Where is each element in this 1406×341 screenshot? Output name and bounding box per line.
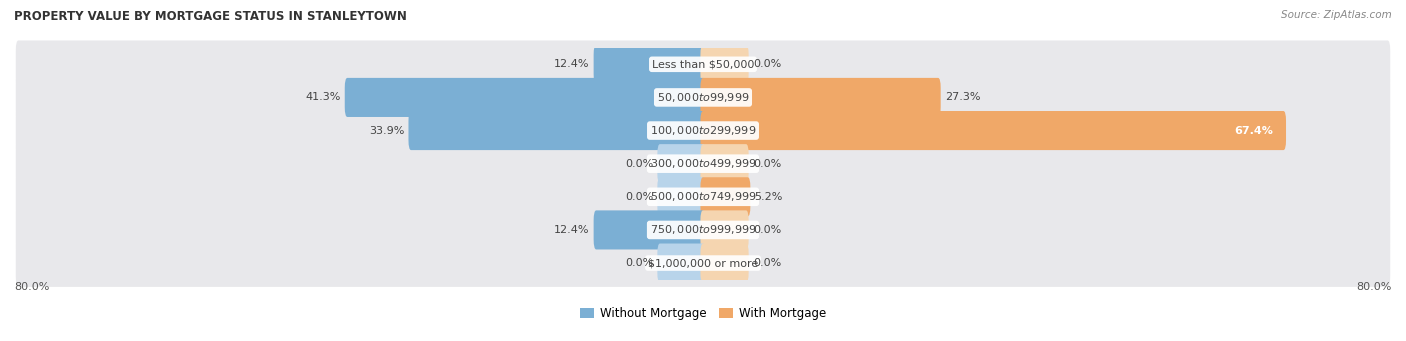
FancyBboxPatch shape bbox=[700, 177, 751, 216]
Text: Source: ZipAtlas.com: Source: ZipAtlas.com bbox=[1281, 10, 1392, 20]
FancyBboxPatch shape bbox=[700, 45, 748, 84]
Text: 12.4%: 12.4% bbox=[554, 225, 589, 235]
FancyBboxPatch shape bbox=[658, 243, 706, 283]
Text: 5.2%: 5.2% bbox=[755, 192, 783, 202]
FancyBboxPatch shape bbox=[409, 111, 706, 150]
FancyBboxPatch shape bbox=[658, 144, 706, 183]
FancyBboxPatch shape bbox=[658, 177, 706, 216]
FancyBboxPatch shape bbox=[700, 111, 1286, 150]
FancyBboxPatch shape bbox=[593, 210, 706, 250]
FancyBboxPatch shape bbox=[700, 78, 941, 117]
Text: $100,000 to $299,999: $100,000 to $299,999 bbox=[650, 124, 756, 137]
FancyBboxPatch shape bbox=[593, 45, 706, 84]
Text: 0.0%: 0.0% bbox=[754, 59, 782, 69]
FancyBboxPatch shape bbox=[700, 243, 748, 283]
FancyBboxPatch shape bbox=[700, 144, 748, 183]
Text: 0.0%: 0.0% bbox=[754, 258, 782, 268]
Text: 33.9%: 33.9% bbox=[368, 125, 404, 136]
Legend: Without Mortgage, With Mortgage: Without Mortgage, With Mortgage bbox=[575, 302, 831, 325]
FancyBboxPatch shape bbox=[15, 107, 1391, 154]
Text: $300,000 to $499,999: $300,000 to $499,999 bbox=[650, 157, 756, 170]
FancyBboxPatch shape bbox=[15, 173, 1391, 221]
FancyBboxPatch shape bbox=[15, 239, 1391, 287]
Text: 80.0%: 80.0% bbox=[1357, 282, 1392, 292]
Text: 41.3%: 41.3% bbox=[305, 92, 340, 102]
Text: 67.4%: 67.4% bbox=[1234, 125, 1272, 136]
Text: 0.0%: 0.0% bbox=[624, 192, 652, 202]
Text: 0.0%: 0.0% bbox=[754, 159, 782, 169]
Text: 12.4%: 12.4% bbox=[554, 59, 589, 69]
FancyBboxPatch shape bbox=[700, 210, 748, 250]
FancyBboxPatch shape bbox=[15, 140, 1391, 188]
Text: 27.3%: 27.3% bbox=[945, 92, 980, 102]
Text: Less than $50,000: Less than $50,000 bbox=[652, 59, 754, 69]
Text: $500,000 to $749,999: $500,000 to $749,999 bbox=[650, 190, 756, 203]
Text: $750,000 to $999,999: $750,000 to $999,999 bbox=[650, 223, 756, 236]
Text: 0.0%: 0.0% bbox=[754, 225, 782, 235]
Text: $50,000 to $99,999: $50,000 to $99,999 bbox=[657, 91, 749, 104]
FancyBboxPatch shape bbox=[15, 74, 1391, 121]
FancyBboxPatch shape bbox=[15, 41, 1391, 88]
Text: $1,000,000 or more: $1,000,000 or more bbox=[648, 258, 758, 268]
Text: 0.0%: 0.0% bbox=[624, 258, 652, 268]
FancyBboxPatch shape bbox=[15, 206, 1391, 254]
Text: PROPERTY VALUE BY MORTGAGE STATUS IN STANLEYTOWN: PROPERTY VALUE BY MORTGAGE STATUS IN STA… bbox=[14, 10, 406, 23]
Text: 0.0%: 0.0% bbox=[624, 159, 652, 169]
Text: 80.0%: 80.0% bbox=[14, 282, 49, 292]
FancyBboxPatch shape bbox=[344, 78, 706, 117]
